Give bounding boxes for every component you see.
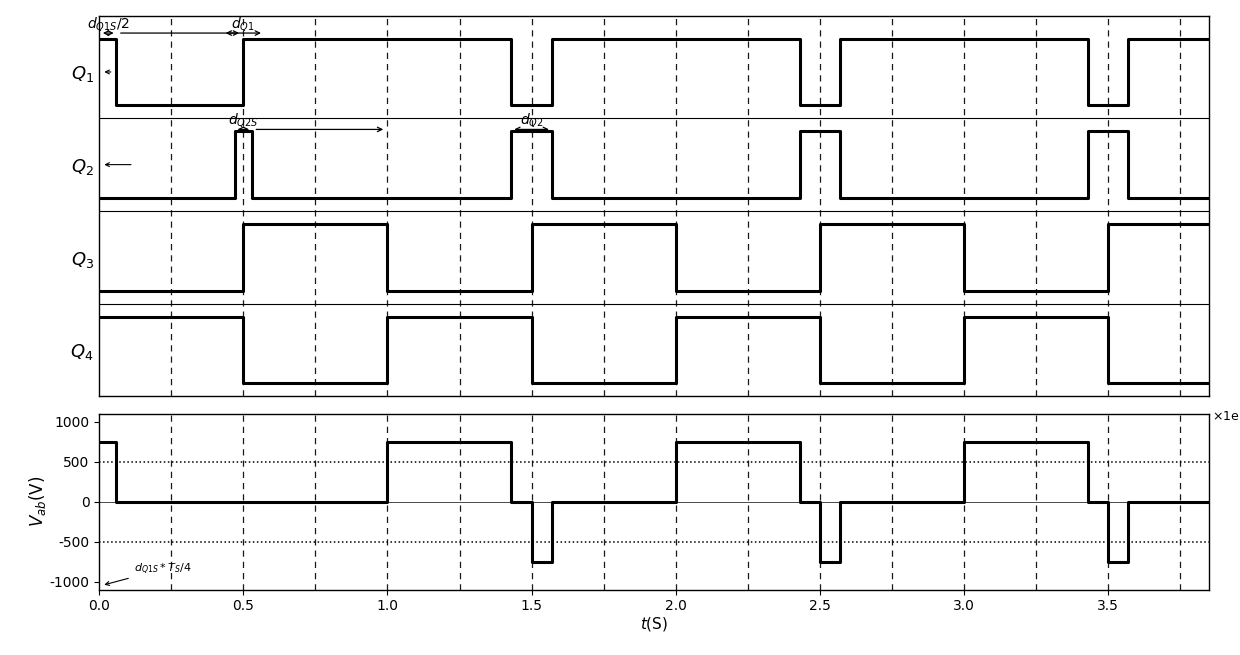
Text: $d_{Q1S}*T_S/4$: $d_{Q1S}*T_S/4$ — [105, 561, 191, 586]
X-axis label: $t$(S): $t$(S) — [640, 614, 668, 633]
Text: $d_{Q1S}/2$: $d_{Q1S}/2$ — [87, 15, 130, 33]
Text: $d_{Q1}$: $d_{Q1}$ — [232, 15, 255, 33]
Text: $\times$1e$-$4: $\times$1e$-$4 — [1211, 410, 1240, 423]
Y-axis label: $V_{ab}$(V): $V_{ab}$(V) — [27, 476, 48, 527]
Text: $d_{Q2S}$: $d_{Q2S}$ — [228, 111, 259, 129]
Text: $d_{Q2}$: $d_{Q2}$ — [520, 111, 543, 129]
